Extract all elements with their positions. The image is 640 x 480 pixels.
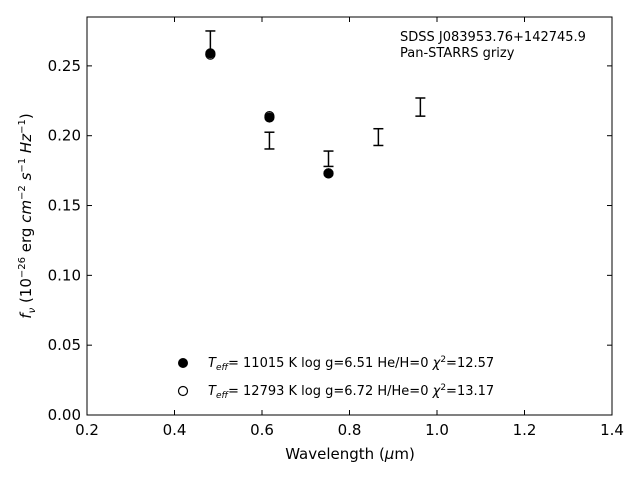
- y-tick-label: 0.25: [48, 57, 81, 75]
- legend-marker-open: [177, 385, 189, 397]
- y-tick-label: 0.15: [48, 197, 81, 215]
- model-points: [205, 48, 334, 179]
- x-tick-label: 1.4: [600, 421, 624, 439]
- legend-label-2: Teff= 12793 K log g=6.72 H/He=0 χ2=13.17: [208, 383, 494, 401]
- legend-teff-2: 12793: [243, 384, 284, 399]
- legend-chi2-1: 12.57: [457, 356, 494, 371]
- x-tick-label: 0.6: [250, 421, 274, 439]
- y-tick-label: 0.10: [48, 266, 81, 284]
- x-tick-label: 0.2: [75, 421, 99, 439]
- legend-logg-1: 6.51: [344, 356, 373, 371]
- x-tick-label: 0.8: [338, 421, 362, 439]
- y-axis-ticks: 0.00 0.05 0.10 0.15 0.20 0.25: [48, 57, 612, 424]
- model-point-filled: [205, 48, 216, 59]
- x-axis-ticks: 0.2 0.4 0.6 0.8 1.0 1.2 1.4: [75, 17, 624, 439]
- x-tick-label: 1.2: [513, 421, 537, 439]
- legend-comp-2: H/He=0: [377, 384, 428, 399]
- legend-chi2-2: 13.17: [457, 384, 494, 399]
- y-tick-label: 0.00: [48, 406, 81, 424]
- legend-teff-1: 11015: [243, 356, 284, 371]
- x-axis-title: Wavelength (μm): [285, 445, 415, 463]
- x-tick-label: 0.4: [163, 421, 187, 439]
- annotation-object: SDSS J083953.76+142745.9: [400, 30, 586, 45]
- legend-marker-filled: [178, 358, 188, 368]
- legend: Teff= 11015 K log g=6.51 He/H=0 χ2=12.57…: [177, 355, 494, 401]
- x-tick-label: 1.0: [425, 421, 449, 439]
- legend-comp-1: He/H=0: [377, 356, 428, 371]
- model-point-filled: [323, 168, 334, 179]
- y-axis-title: fν (10−26 erg cm−2 s−1 Hz−1): [17, 113, 38, 318]
- legend-label-1: Teff= 11015 K log g=6.51 He/H=0 χ2=12.57: [208, 355, 494, 373]
- annotation-survey: Pan-STARRS grizy: [400, 46, 515, 61]
- y-tick-label: 0.20: [48, 127, 81, 145]
- legend-logg-2: 6.72: [344, 384, 373, 399]
- y-tick-label: 0.05: [48, 336, 81, 354]
- model-point-filled: [264, 112, 275, 123]
- observed-error-bars: [205, 30, 426, 168]
